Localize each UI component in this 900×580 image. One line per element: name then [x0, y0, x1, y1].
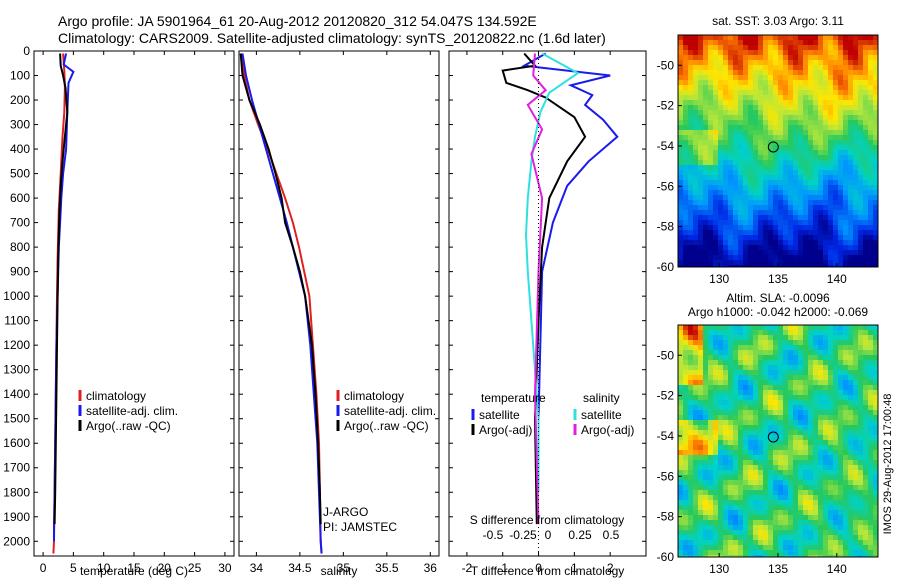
salinity-diff-axis-label: S difference from climatology: [470, 513, 625, 527]
sla-map-cells: [678, 325, 878, 557]
temp-legend-label: Argo(..raw -QC): [86, 419, 171, 433]
sst-map-y-tick-label: -58: [657, 220, 675, 234]
x-tick-label: 15: [127, 561, 141, 575]
series-line-salinity-satellite: [524, 52, 580, 493]
y-tick-label: 1500: [3, 412, 30, 426]
x-tick-label: -1: [497, 561, 508, 575]
x-tick-label: 20: [158, 561, 172, 575]
y-tick-label: 200: [10, 93, 30, 107]
x-tick-label: 25: [188, 561, 202, 575]
y-tick-label: 1800: [3, 485, 30, 499]
sst-map-y-tick-label: -54: [657, 139, 675, 153]
y-tick-label: 700: [10, 216, 30, 230]
series-line-argo-raw-qc-: [239, 53, 322, 525]
x-tick-label: 10: [97, 561, 111, 575]
diff-legend-label: Argo(-adj): [479, 423, 532, 437]
series-line-temperature-satellite: [521, 52, 619, 419]
sal-legend-label: Argo(..raw -QC): [344, 419, 429, 433]
salinity-diff-tick-label: 0.5: [603, 528, 620, 542]
pi-label: PI: JAMSTEC: [323, 520, 397, 534]
y-tick-label: 600: [10, 191, 30, 205]
y-tick-label: 100: [10, 69, 30, 83]
x-tick-label: 1: [571, 561, 578, 575]
sst-map-x-tick-label: 135: [768, 272, 788, 286]
y-tick-label: 300: [10, 118, 30, 132]
diff-legend-label: satellite: [581, 408, 622, 422]
y-tick-label: 0: [23, 44, 30, 58]
temp-legend-label: satellite-adj. clim.: [86, 404, 178, 418]
sal-legend-label: satellite-adj. clim.: [344, 404, 436, 418]
salinity-diff-tick-label: -0.25: [509, 528, 537, 542]
sst-map-y-tick-label: -56: [657, 179, 675, 193]
y-tick-label: 1000: [3, 289, 30, 303]
x-axis-label: salinity: [321, 564, 358, 578]
sla-map-y-tick-label: -60: [657, 550, 675, 564]
sla-map-y-tick-label: -56: [657, 469, 675, 483]
sla-map-y-tick-label: -52: [657, 389, 675, 403]
sst-map-x-tick-label: 140: [827, 272, 847, 286]
diff-legend-label: satellite: [479, 408, 520, 422]
sst-map-argo-marker: [767, 141, 779, 153]
sla-map-y-tick-label: -58: [657, 510, 675, 524]
y-tick-label: 1300: [3, 363, 30, 377]
panel-frame-1: [238, 50, 440, 557]
x-tick-label: 35: [337, 561, 351, 575]
sst-map-title: sat. SST: 3.03 Argo: 3.11: [712, 14, 844, 28]
series-line-salinity-argo-adj-: [526, 53, 548, 525]
float-program-label: J-ARGO: [323, 505, 368, 519]
series-line-climatology: [240, 53, 323, 554]
x-tick-label: 34.5: [288, 561, 312, 575]
y-tick-label: 1200: [3, 338, 30, 352]
series-line-argo-raw-qc-: [53, 53, 69, 525]
sst-map-x-tick-label: 130: [709, 272, 729, 286]
sst-map-y-tick-label: -52: [657, 99, 675, 113]
y-tick-label: 400: [10, 142, 30, 156]
temp-legend-label: climatology: [86, 389, 146, 403]
sla-map-x-tick-label: 130: [709, 562, 729, 576]
sla-map-x-tick-label: 140: [827, 562, 847, 576]
sla-map-title: Altim. SLA: -0.0096: [726, 291, 830, 305]
header-line1: Argo profile: JA 5901964_61 20-Aug-2012 …: [58, 13, 537, 29]
y-tick-label: 800: [10, 240, 30, 254]
sla-map-y-tick-label: -50: [657, 348, 675, 362]
x-tick-label: 35.5: [375, 561, 399, 575]
salinity-diff-tick-label: -0.5: [483, 528, 504, 542]
sst-map-cells: [678, 35, 878, 267]
x-tick-label: 0: [535, 561, 542, 575]
diff-legend-label: Argo(-adj): [581, 423, 634, 437]
sla-map-y-tick-label: -54: [657, 429, 675, 443]
y-tick-label: 1100: [4, 314, 30, 328]
sla-map-argo-marker: [767, 431, 779, 443]
x-tick-label: 34: [250, 561, 264, 575]
x-tick-label: 5: [70, 561, 77, 575]
x-tick-label: 2: [607, 561, 614, 575]
x-tick-label: 30: [218, 561, 232, 575]
x-tick-label: 0: [40, 561, 47, 575]
series-line-temperature-argo-adj-: [501, 52, 587, 525]
sal-legend-label: climatology: [344, 389, 404, 403]
diff-legend-header-temperature: temperature: [481, 391, 546, 405]
y-tick-label: 500: [10, 167, 30, 181]
x-tick-label: -2: [462, 561, 473, 575]
sla-map-x-tick-label: 135: [768, 562, 788, 576]
y-tick-label: 1400: [3, 387, 30, 401]
sla-map-subtitle: Argo h1000: -0.042 h2000: -0.069: [688, 305, 868, 319]
y-tick-label: 1900: [3, 510, 30, 524]
diff-legend-header-salinity: salinity: [583, 391, 620, 405]
salinity-diff-tick-label: 0: [545, 528, 552, 542]
sst-map-y-tick-label: -50: [657, 58, 675, 72]
panel-frame-2: [448, 50, 647, 557]
sst-map-y-tick-label: -60: [657, 260, 675, 274]
salinity-diff-tick-label: 0.25: [568, 528, 592, 542]
x-axis-label: temperature (deg C): [80, 564, 188, 578]
x-tick-label: 36: [424, 561, 438, 575]
y-tick-label: 1700: [3, 461, 30, 475]
y-tick-label: 1600: [3, 436, 30, 450]
header-line2: Climatology: CARS2009. Satellite-adjuste…: [58, 30, 606, 46]
y-tick-label: 900: [10, 265, 30, 279]
y-tick-label: 2000: [3, 534, 30, 548]
x-axis-label: T difference from climatology: [471, 564, 625, 578]
